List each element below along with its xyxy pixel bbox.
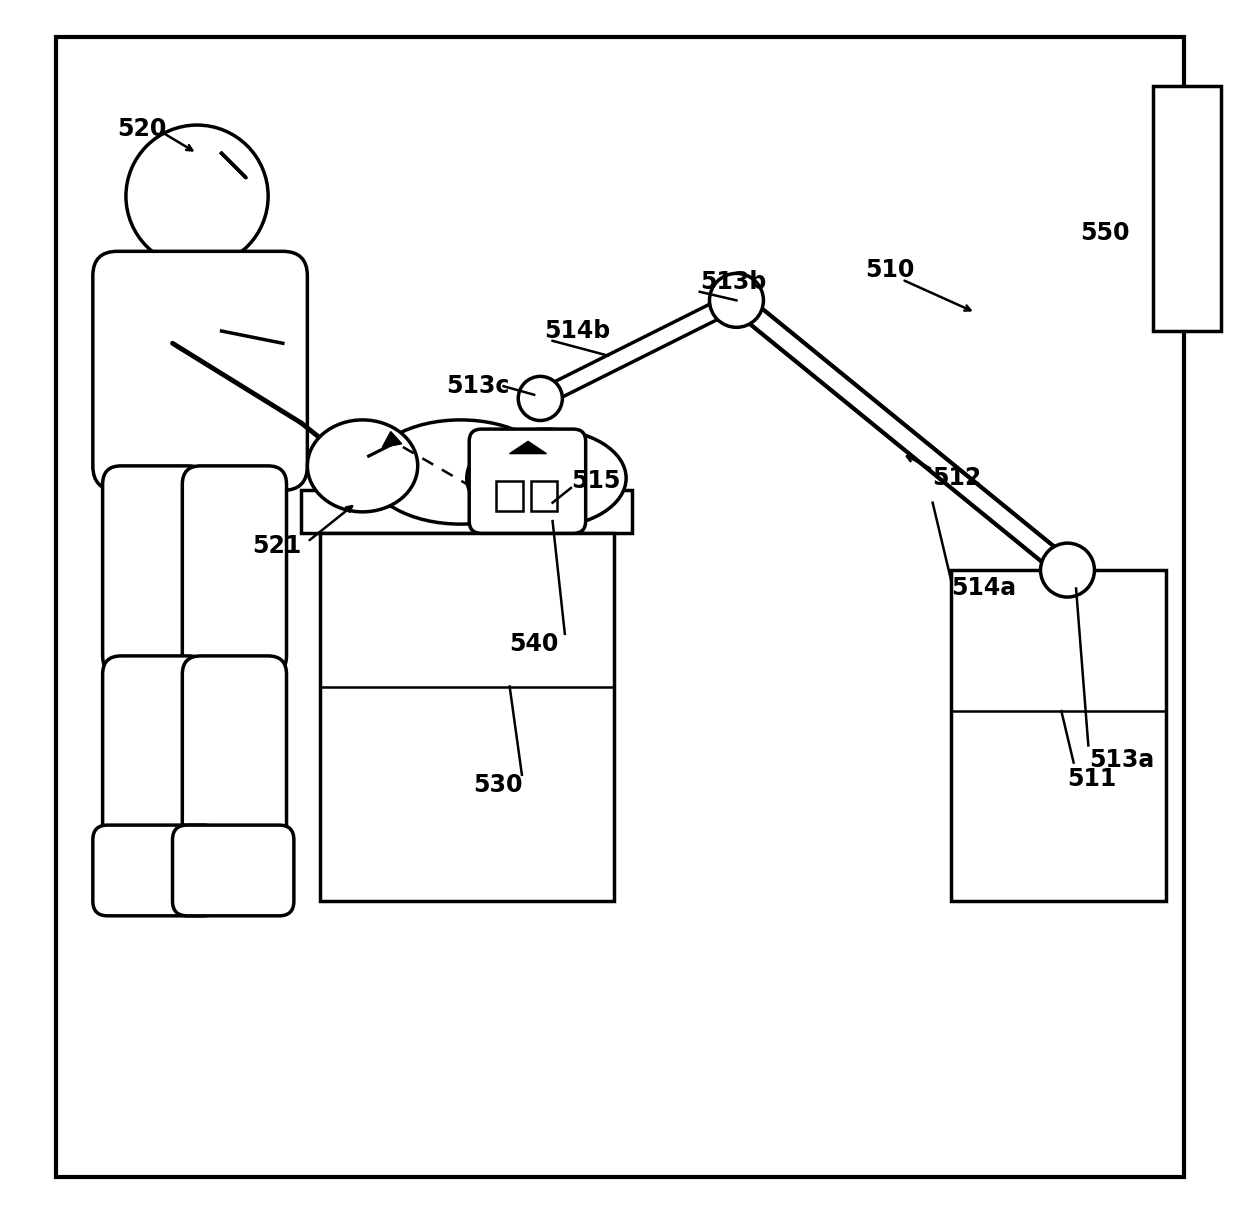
Text: 513a: 513a	[1090, 748, 1154, 772]
Text: 514b: 514b	[544, 319, 610, 343]
Polygon shape	[510, 441, 547, 454]
Ellipse shape	[308, 419, 418, 512]
FancyBboxPatch shape	[172, 825, 294, 916]
Bar	[1153, 86, 1220, 331]
FancyBboxPatch shape	[103, 466, 207, 674]
Text: 511: 511	[1068, 766, 1117, 791]
Polygon shape	[222, 153, 246, 178]
Text: 510: 510	[866, 257, 915, 282]
Text: 515: 515	[570, 468, 620, 493]
Text: 512: 512	[932, 466, 982, 490]
Bar	[531, 481, 558, 511]
FancyBboxPatch shape	[93, 251, 308, 490]
FancyBboxPatch shape	[341, 456, 409, 506]
FancyBboxPatch shape	[182, 466, 286, 674]
Bar	[496, 481, 523, 511]
Bar	[301, 490, 632, 533]
FancyBboxPatch shape	[469, 429, 585, 533]
Circle shape	[518, 376, 563, 421]
Bar	[951, 570, 1166, 901]
Ellipse shape	[466, 429, 626, 527]
FancyBboxPatch shape	[93, 825, 218, 916]
Text: 513c: 513c	[446, 374, 510, 398]
Text: 550: 550	[1080, 221, 1130, 245]
FancyBboxPatch shape	[103, 656, 207, 852]
Polygon shape	[382, 432, 402, 447]
Circle shape	[1040, 543, 1095, 597]
Text: 521: 521	[252, 533, 301, 558]
Text: 513b: 513b	[699, 270, 766, 294]
Text: 530: 530	[472, 772, 522, 797]
FancyBboxPatch shape	[182, 656, 286, 852]
Text: 514a: 514a	[951, 576, 1016, 601]
Text: 520: 520	[118, 116, 166, 141]
Text: 540: 540	[510, 631, 559, 656]
Ellipse shape	[368, 419, 553, 525]
Circle shape	[126, 125, 268, 267]
Circle shape	[709, 273, 764, 327]
Bar	[320, 533, 614, 901]
